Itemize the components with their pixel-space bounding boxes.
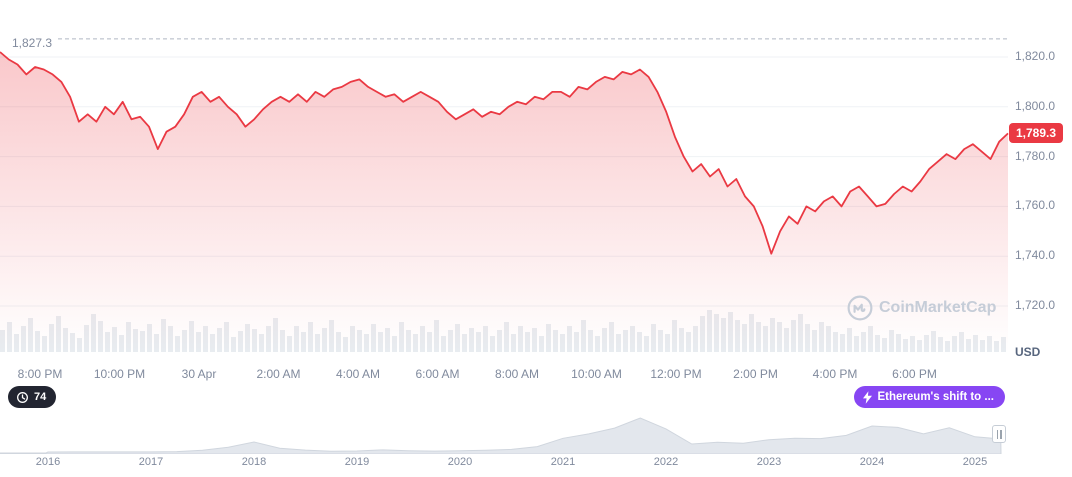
price-area (0, 52, 1008, 352)
watermark-text: CoinMarketCap (879, 299, 997, 316)
y-axis-label: 1,720.0 (1015, 298, 1056, 312)
x-axis-label: 8:00 PM (17, 367, 63, 381)
navigator-year-label: 2023 (756, 456, 782, 468)
x-axis-label: 4:00 PM (812, 367, 858, 381)
x-axis-label: 6:00 AM (415, 367, 460, 381)
lightning-bolt-icon (862, 390, 872, 404)
navigator-year-label: 2020 (447, 456, 473, 468)
navigator-handle[interactable] (992, 425, 1006, 443)
x-axis-label: 8:00 AM (494, 367, 540, 381)
price-line (0, 51, 1009, 255)
history-clock-icon (16, 391, 29, 404)
x-axis-label: 6:00 PM (892, 367, 937, 381)
y-axis-label: 1,760.0 (1015, 198, 1056, 213)
navigator-year-label: 2019 (344, 456, 370, 468)
navigator-year-label: 2025 (962, 456, 988, 468)
x-axis-label: 2:00 AM (256, 367, 301, 381)
y-axis-label: 1,800.0 (1015, 98, 1056, 113)
x-axis-label: 12:00 PM (650, 367, 702, 381)
x-axis-label: 2:00 PM (733, 367, 778, 381)
y-axis-label: 1,740.0 (1015, 248, 1056, 263)
y-axis-label: 1,780.0 (1015, 148, 1056, 163)
navigator-year-label: 2018 (241, 456, 267, 468)
x-axis: 8:00 PM 10:00 PM 30 Apr 2:00 AM 4:00 AM 6:00 … (0, 367, 1010, 383)
currency-unit-label: USD (1015, 345, 1041, 359)
x-axis-label: 10:00 PM (93, 367, 146, 381)
watchers-count-badge[interactable]: 74 (8, 386, 57, 408)
coinmarketcap-watermark: CoinMarketCap (847, 295, 996, 321)
y-axis: 1,789.3 USD 1,820.0 1,800.0 1,780.0 1,760.0… (1008, 0, 1072, 360)
high-price-label: 1,827.3 (12, 36, 53, 50)
navigator-year-label: 2022 (653, 456, 679, 468)
ethereum-news-pill[interactable]: Ethereum's shift to ... (853, 386, 1005, 408)
x-axis-label: 4:00 AM (335, 367, 381, 381)
navigator-year-label: 2024 (859, 456, 885, 468)
y-axis-label: 1,820.0 (1015, 49, 1056, 63)
main-chart-canvas[interactable] (0, 0, 1010, 360)
watchers-count: 74 (34, 391, 47, 403)
x-axis-label: 10:00 AM (571, 367, 622, 381)
news-pill-label: Ethereum's shift to ... (877, 391, 994, 403)
navigator[interactable] (0, 414, 1010, 454)
navigator-year-label: 2016 (35, 456, 61, 468)
x-axis-label: 30 Apr (181, 367, 217, 381)
last-price-badge: 1,789.3 (1009, 123, 1064, 144)
coinmarketcap-logo-icon (847, 295, 873, 321)
navigator-year-label: 2021 (550, 456, 576, 468)
navigator-area (0, 417, 1002, 454)
navigator-canvas[interactable] (0, 414, 1010, 454)
navigator-years: 2016 2017 2018 2019 2020 2021 2022 2023 2024 2025 (0, 456, 1010, 472)
navigator-year-label: 2017 (138, 456, 164, 468)
